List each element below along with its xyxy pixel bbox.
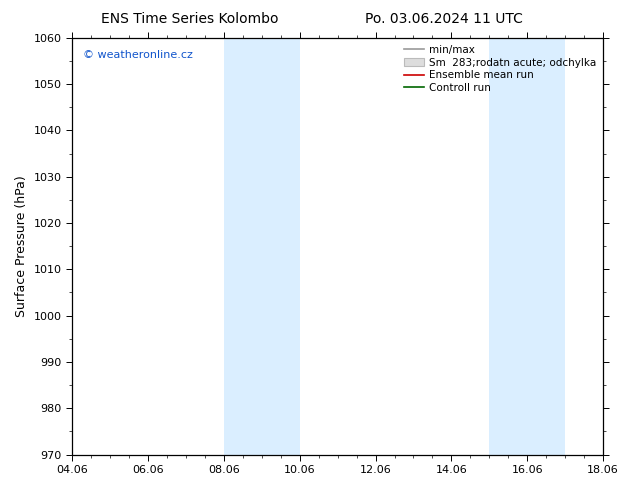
Y-axis label: Surface Pressure (hPa): Surface Pressure (hPa) xyxy=(15,175,28,317)
Legend: min/max, Sm  283;rodatn acute; odchylka, Ensemble mean run, Controll run: min/max, Sm 283;rodatn acute; odchylka, … xyxy=(401,43,598,95)
Text: Po. 03.06.2024 11 UTC: Po. 03.06.2024 11 UTC xyxy=(365,12,523,26)
Text: © weatheronline.cz: © weatheronline.cz xyxy=(82,50,193,60)
Bar xyxy=(527,38,565,455)
Text: ENS Time Series Kolombo: ENS Time Series Kolombo xyxy=(101,12,279,26)
Bar xyxy=(224,38,262,455)
Bar xyxy=(262,38,300,455)
Bar xyxy=(489,38,527,455)
